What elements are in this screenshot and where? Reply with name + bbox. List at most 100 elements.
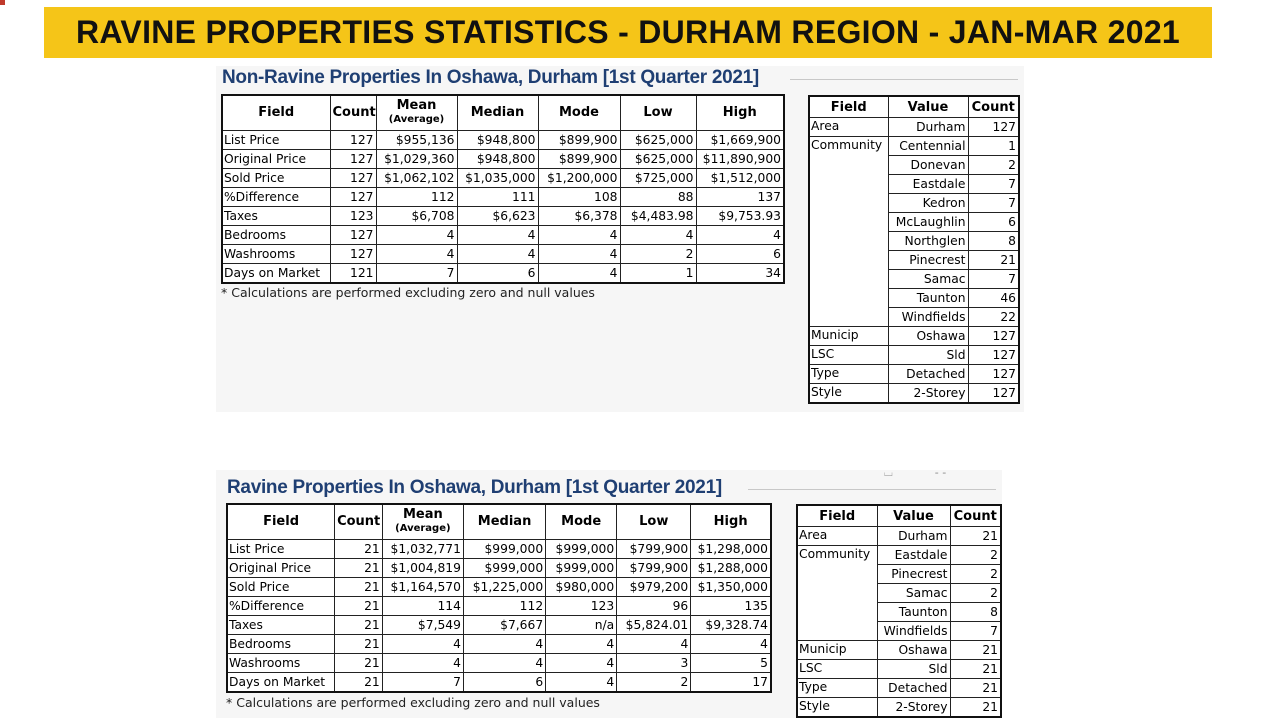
header-mean: Mean (Average) — [381, 503, 464, 540]
cell-value: Eastdale — [887, 174, 969, 194]
cell-mean: $7,549 — [381, 615, 464, 635]
cell-value: Detached — [887, 364, 969, 384]
header-field: Field — [226, 503, 336, 540]
table-row: Sold Price 21 $1,164,570 $1,225,000 $980,000… — [226, 577, 772, 597]
header-mode: Mode — [537, 94, 621, 131]
table-row: Windfields 7 — [797, 621, 1002, 641]
cell-mean: $6,708 — [375, 206, 458, 226]
table-row: Municip Oshawa 127 — [808, 326, 1020, 346]
cell-count: 121 — [329, 263, 377, 284]
cell-value: Kedron — [887, 193, 969, 213]
bottom-title-rule — [748, 489, 996, 490]
cell-high: $1,512,000 — [695, 168, 785, 188]
header-mean-label: Mean — [396, 98, 437, 113]
table-row: LSC Sld 21 — [796, 659, 1002, 679]
cell-median: $999,000 — [462, 558, 547, 578]
cell-field: Taxes — [221, 206, 331, 226]
cell-mode: n/a — [545, 615, 618, 635]
cell-low: 4 — [616, 634, 692, 654]
table-row: Original Price 127 $1,029,360 $948,800 $899,… — [221, 149, 785, 169]
cell-field: Municip — [796, 640, 878, 660]
cell-value: 2-Storey — [876, 697, 951, 718]
table-row: Original Price 21 $1,004,819 $999,000 $999,0… — [226, 558, 772, 578]
cell-field: List Price — [221, 130, 331, 150]
cell-mean: $1,164,570 — [381, 577, 464, 597]
cell-value: Durham — [876, 526, 951, 546]
cell-count: 21 — [949, 659, 1002, 679]
cell-value: Sld — [887, 345, 969, 365]
cell-mean: 114 — [381, 596, 464, 616]
cell-high: 5 — [690, 653, 772, 673]
header-field: Field — [796, 504, 878, 527]
bottom-community-body: Area Durham 21 Community Eastdale 2 Pinecrest 2… — [796, 526, 1002, 718]
cell-value: Pinecrest — [887, 250, 969, 270]
cell-field: Original Price — [221, 149, 331, 169]
cell-field: Style — [808, 383, 889, 404]
cell-value: Durham — [887, 117, 969, 137]
cell-median: $1,225,000 — [462, 577, 547, 597]
cell-high: $9,753.93 — [695, 206, 785, 226]
table-row: Bedrooms 127 4 4 4 4 4 — [221, 225, 785, 245]
table-row: Pinecrest 21 — [809, 250, 1020, 270]
cell-mean: $1,032,771 — [381, 539, 464, 559]
cell-median: $7,667 — [462, 615, 547, 635]
table-row: Municip Oshawa 21 — [796, 640, 1002, 660]
header-field: Field — [221, 94, 331, 131]
cell-mode: 4 — [537, 263, 621, 284]
cell-count: 127 — [329, 187, 377, 207]
table-row: Days on Market 21 7 6 4 2 17 — [226, 672, 772, 693]
cell-field: %Difference — [221, 187, 331, 207]
cell-count: 21 — [334, 558, 383, 578]
cell-field: List Price — [226, 539, 336, 559]
cell-count: 127 — [329, 244, 377, 264]
cell-field: Community — [808, 136, 889, 327]
top-footnote: * Calculations are performed excluding z… — [221, 285, 595, 300]
cell-field: Washrooms — [221, 244, 331, 264]
cell-field: Bedrooms — [226, 634, 336, 654]
cell-count: 2 — [949, 545, 1002, 565]
cell-high: 17 — [690, 672, 772, 693]
top-community-table: Field Value Count Area Durham 127 Community… — [808, 95, 1020, 404]
cell-low: $799,900 — [616, 539, 692, 559]
cell-count: 127 — [967, 383, 1020, 404]
table-row: %Difference 127 112 111 108 88 137 — [221, 187, 785, 207]
table-row: List Price 127 $955,136 $948,800 $899,900 $62… — [221, 130, 785, 150]
cell-value: Taunton — [887, 288, 969, 308]
cell-mode: $6,378 — [537, 206, 621, 226]
cell-mode: $999,000 — [545, 539, 618, 559]
cell-low: 2 — [619, 244, 697, 264]
table-row: Washrooms 21 4 4 4 3 5 — [226, 653, 772, 673]
cell-field: Community — [796, 545, 878, 641]
header-mode: Mode — [545, 503, 618, 540]
cell-median: 6 — [456, 263, 539, 284]
cell-count: 21 — [334, 653, 383, 673]
bottom-community-table: Field Value Count Area Durham 21 Community E… — [796, 504, 1002, 718]
cell-mean: $1,062,102 — [375, 168, 458, 188]
cell-mean: $1,029,360 — [375, 149, 458, 169]
cell-field: Taxes — [226, 615, 336, 635]
cell-median: 4 — [456, 244, 539, 264]
cell-low: $5,824.01 — [616, 615, 692, 635]
cell-low: $799,900 — [616, 558, 692, 578]
cell-count: 21 — [967, 250, 1020, 270]
cell-low: $625,000 — [619, 149, 697, 169]
cell-value: Pinecrest — [876, 564, 951, 584]
table-row: Style 2-Storey 21 — [796, 697, 1002, 718]
table-row: %Difference 21 114 112 123 96 135 — [226, 596, 772, 616]
scan-mark: ⌴ - - — [884, 466, 947, 479]
header-count: Count — [329, 94, 377, 131]
cell-median: $1,035,000 — [456, 168, 539, 188]
cell-value: 2-Storey — [887, 383, 969, 404]
cell-value: Oshawa — [876, 640, 951, 660]
cell-value: Sld — [876, 659, 951, 679]
cell-median: 4 — [462, 634, 547, 654]
bottom-section-title: Ravine Properties In Oshawa, Durham [1st… — [227, 477, 722, 498]
header-count: Count — [334, 503, 383, 540]
header-low: Low — [616, 503, 692, 540]
cell-low: 2 — [616, 672, 692, 693]
cell-field: LSC — [808, 345, 889, 365]
table-row: Type Detached 127 — [808, 364, 1020, 384]
cell-median: 111 — [456, 187, 539, 207]
cell-high: 4 — [695, 225, 785, 245]
cell-mode: 123 — [545, 596, 618, 616]
